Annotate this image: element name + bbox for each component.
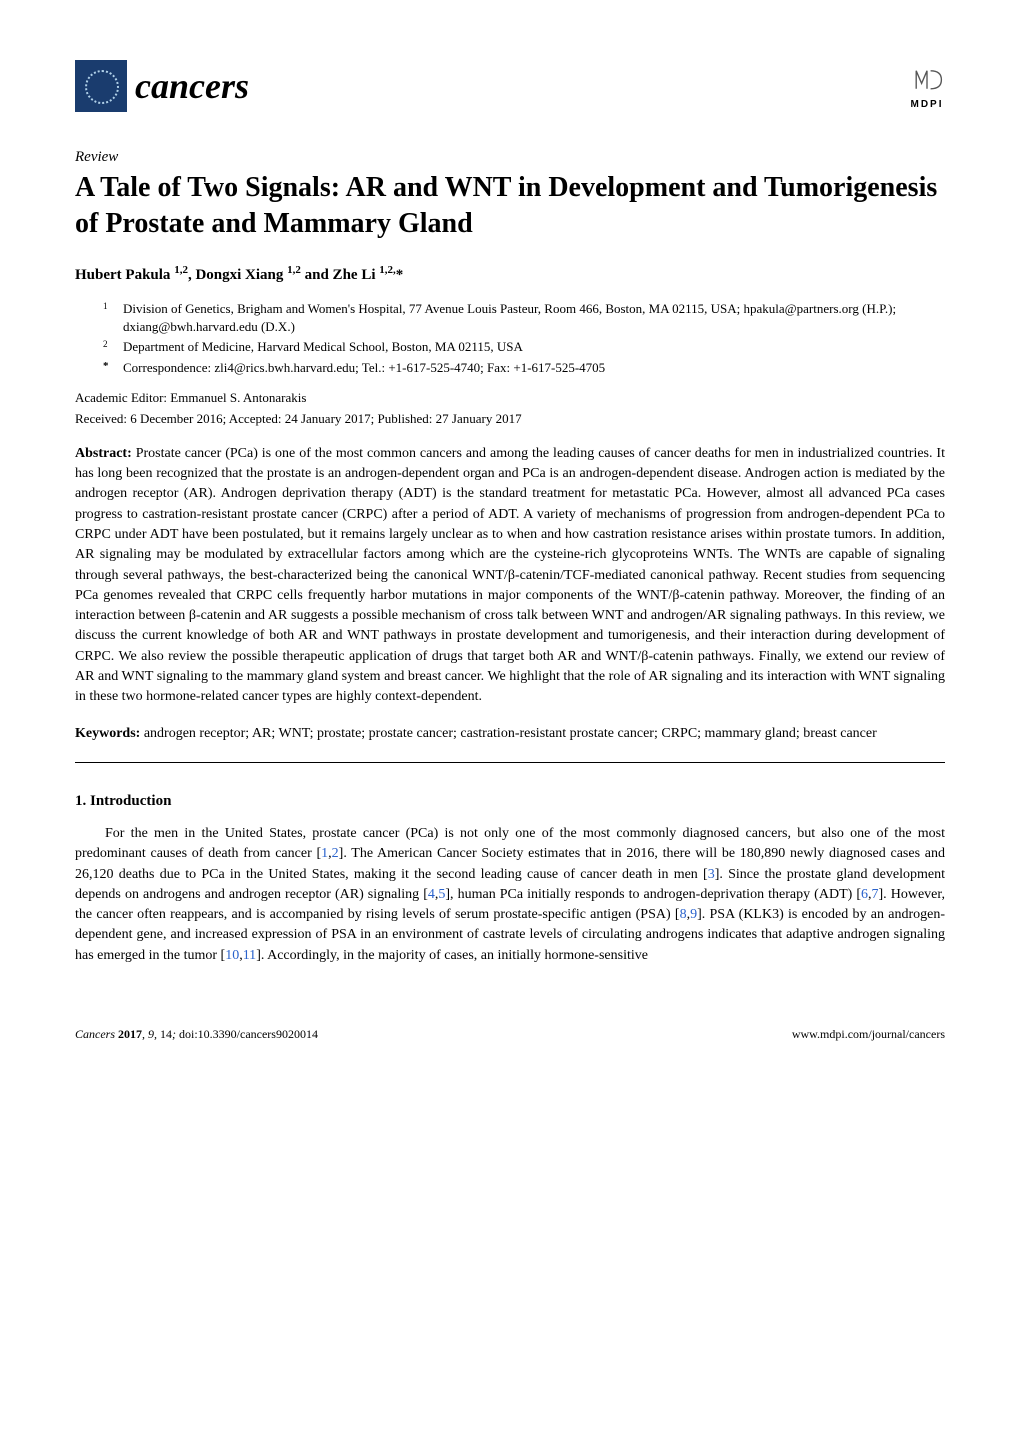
publisher-name: MDPI [911,98,944,112]
citation-link[interactable]: 3 [708,867,715,882]
publisher-logo: MDPI [909,60,945,112]
affiliation-number: 2 [103,339,108,349]
academic-editor: Academic Editor: Emmanuel S. Antonarakis [75,389,945,407]
footer-page: 14 [160,1027,172,1041]
abstract-block: Abstract: Prostate cancer (PCa) is one o… [75,444,945,708]
citation-link[interactable]: 10 [225,948,239,963]
footer-journal: Cancers [75,1027,115,1041]
footer-url: www.mdpi.com/journal/cancers [792,1026,945,1043]
footer-doi: doi:10.3390/cancers9020014 [179,1027,318,1041]
correspondence-text: Correspondence: zli4@rics.bwh.harvard.ed… [123,359,945,377]
cancers-logo-icon [75,60,127,112]
citation-link[interactable]: 8 [680,907,687,922]
abstract-label: Abstract: [75,446,132,461]
citation-link[interactable]: 2 [332,846,339,861]
page-header: cancers MDPI [75,60,945,112]
citation-link[interactable]: 1 [321,846,328,861]
authors-line: Hubert Pakula 1,2, Dongxi Xiang 1,2 and … [75,263,945,286]
affiliation-number: 1 [103,301,108,311]
affiliation-text: Department of Medicine, Harvard Medical … [123,338,945,357]
footer-citation: Cancers 2017, 9, 14; doi:10.3390/cancers… [75,1026,318,1043]
section-divider [75,762,945,763]
affiliation-row: 2 Department of Medicine, Harvard Medica… [103,338,945,357]
article-type: Review [75,147,945,168]
journal-logo: cancers [75,60,249,112]
affiliation-row: 1 Division of Genetics, Brigham and Wome… [103,300,945,336]
page-footer: Cancers 2017, 9, 14; doi:10.3390/cancers… [75,1026,945,1043]
article-dates: Received: 6 December 2016; Accepted: 24 … [75,410,945,428]
keywords-text: androgen receptor; AR; WNT; prostate; pr… [140,726,876,741]
citation-link[interactable]: 11 [243,948,256,963]
keywords-label: Keywords: [75,726,140,741]
citation-link[interactable]: 7 [872,887,879,902]
footer-year: 2017 [118,1027,142,1041]
affiliations-block: 1 Division of Genetics, Brigham and Wome… [103,300,945,378]
citation-link[interactable]: 5 [438,887,445,902]
citation-link[interactable]: 9 [690,907,697,922]
keywords-block: Keywords: androgen receptor; AR; WNT; pr… [75,724,945,744]
citation-link[interactable]: 6 [861,887,868,902]
affiliation-text: Division of Genetics, Brigham and Women'… [123,300,945,336]
mdpi-icon [909,60,945,96]
citation-link[interactable]: 4 [428,887,435,902]
footer-volume: 9 [148,1027,154,1041]
affiliation-row: * Correspondence: zli4@rics.bwh.harvard.… [103,359,945,377]
journal-name: cancers [135,61,249,111]
article-title: A Tale of Two Signals: AR and WNT in Dev… [75,170,945,243]
abstract-text: Prostate cancer (PCa) is one of the most… [75,446,945,705]
section-heading: 1. Introduction [75,791,945,812]
correspondence-marker: * [103,360,109,372]
intro-paragraph: For the men in the United States, prosta… [75,824,945,966]
